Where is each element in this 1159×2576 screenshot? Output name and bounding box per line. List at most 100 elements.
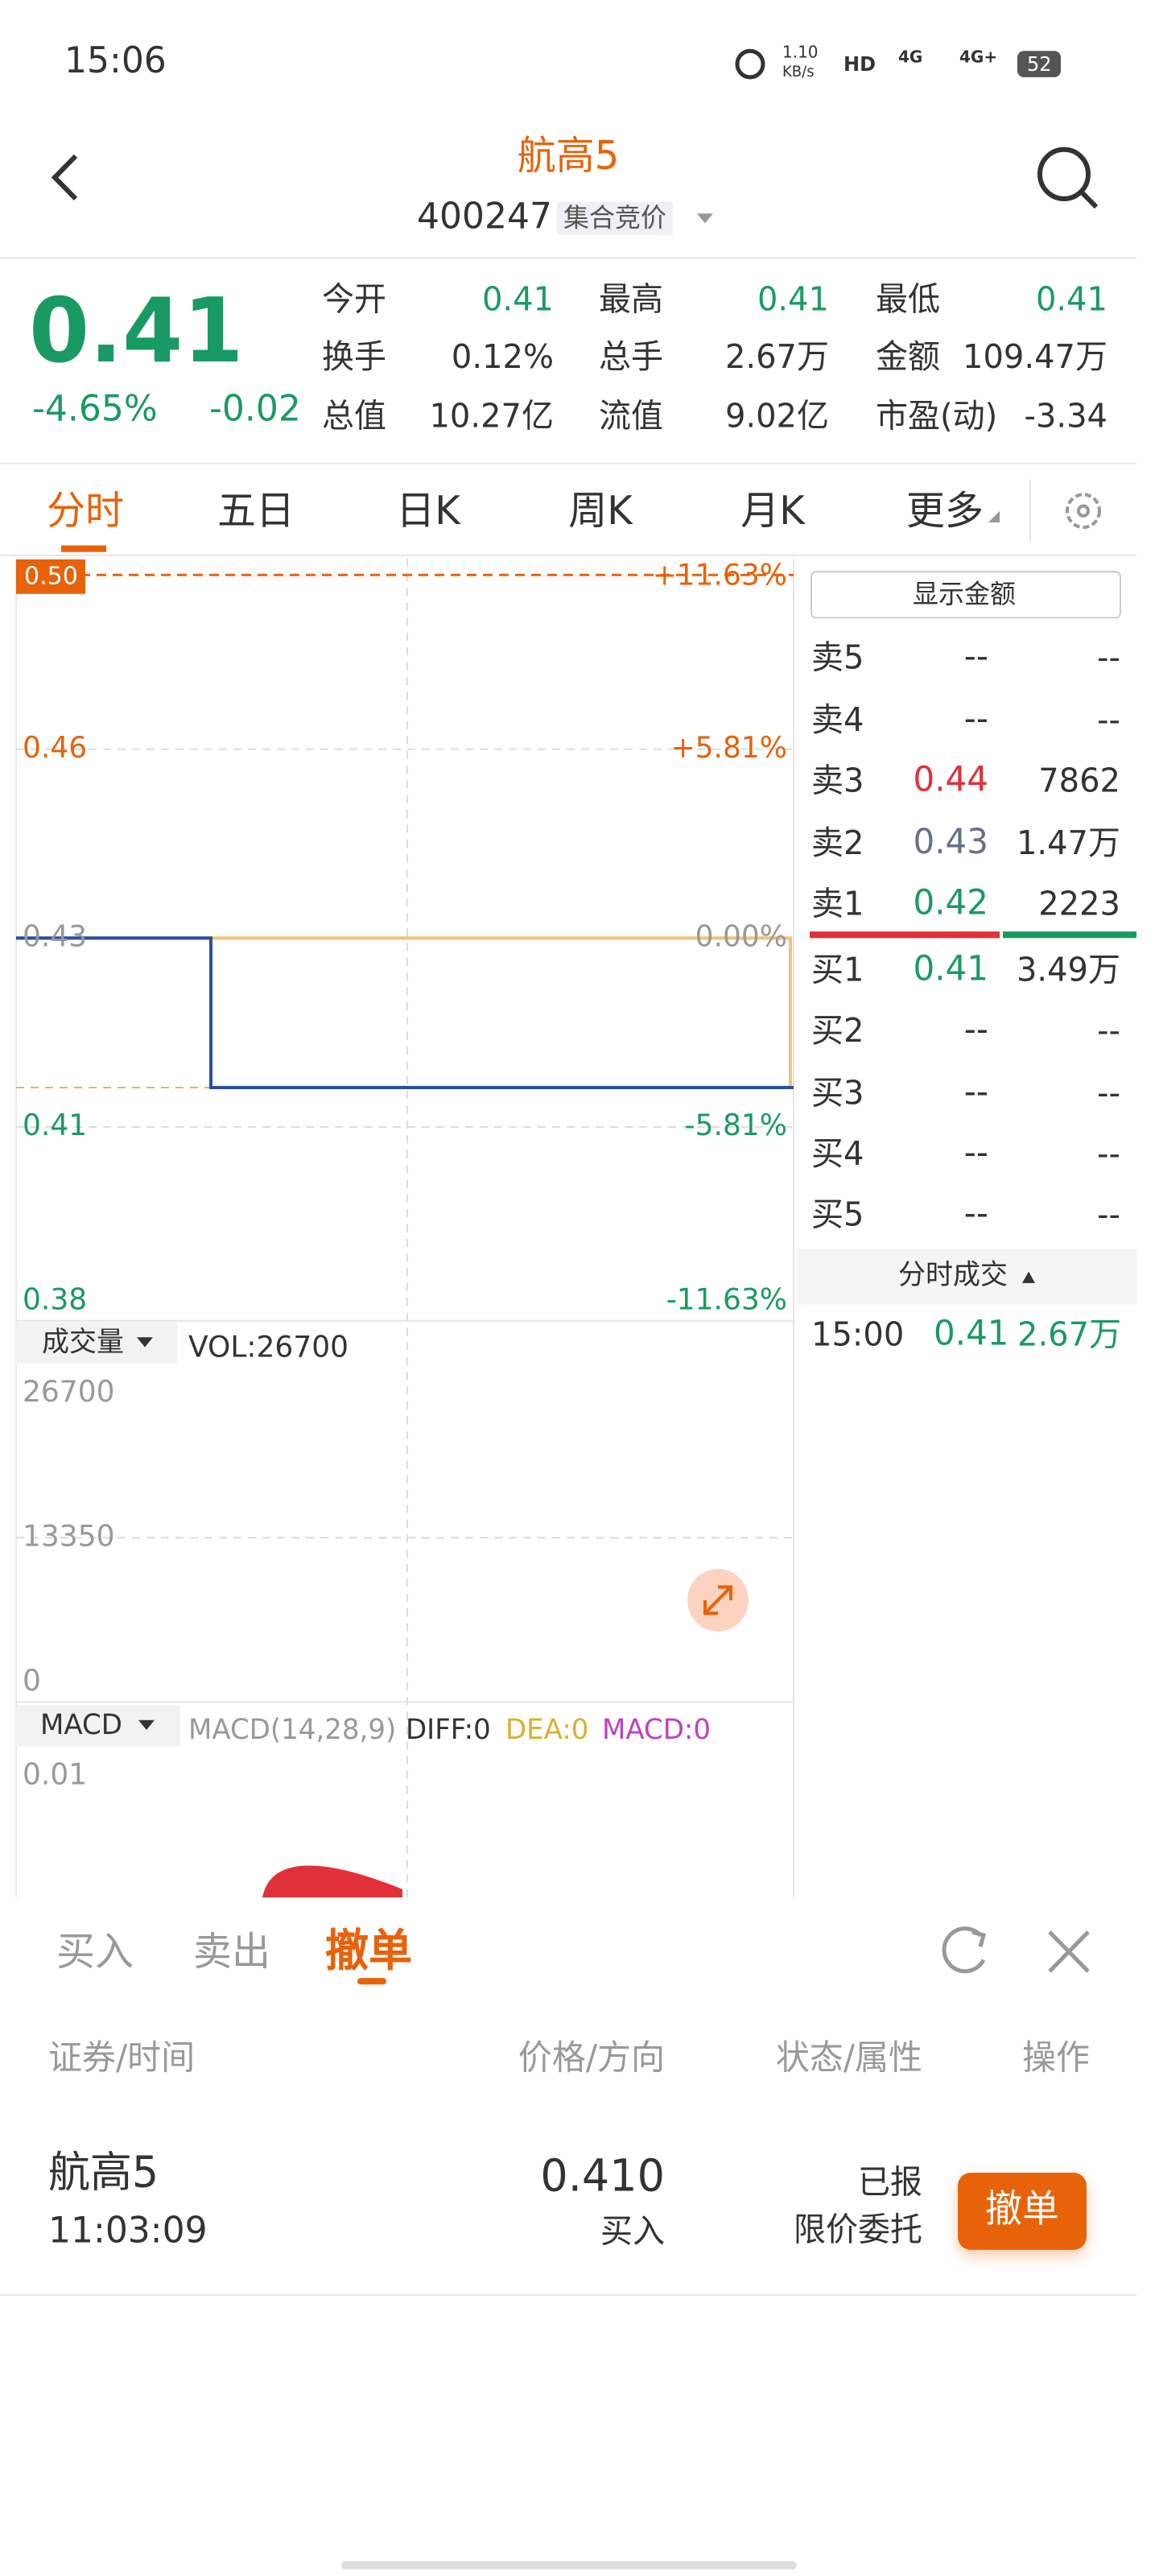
status-net: 4G+ — [959, 49, 998, 68]
text: 总手 — [599, 336, 663, 377]
text: +5.81% — [670, 731, 787, 766]
text: 最高 — [599, 279, 663, 319]
text: -11.63% — [666, 1282, 787, 1318]
text: 0.50 — [16, 559, 86, 594]
text: 0 — [23, 1664, 41, 1699]
text: 卖5 — [811, 637, 864, 677]
text: -- — [963, 1132, 988, 1172]
tab[interactable]: 五日 — [217, 488, 295, 535]
text: -- — [963, 698, 988, 738]
text: 买4 — [811, 1133, 864, 1173]
text: 买1 — [811, 949, 864, 989]
text: 0.41 — [23, 1108, 88, 1144]
back-icon[interactable] — [51, 154, 78, 201]
pct-change: -4.65% — [32, 389, 158, 431]
toggle-button[interactable] — [810, 571, 1121, 619]
text: 市盈(动) — [876, 395, 998, 436]
text: -- — [1097, 637, 1120, 677]
text: 0.42 — [913, 882, 988, 923]
text: 13350 — [23, 1519, 115, 1554]
text: 9.02亿 — [724, 395, 829, 436]
text: -- — [1097, 1010, 1120, 1051]
text: 操作 — [1022, 2037, 1090, 2078]
tab[interactable]: 更多 — [906, 488, 984, 535]
tab[interactable]: 月K — [740, 488, 805, 535]
text: 2.67万 — [1017, 1314, 1122, 1354]
stock-tag: 集合竞价 — [557, 202, 674, 235]
change: -0.02 — [209, 389, 301, 431]
text: 买5 — [811, 1195, 864, 1235]
text: 10.27亿 — [429, 395, 554, 436]
text: 流值 — [599, 395, 663, 436]
text: DIFF:0 — [406, 1714, 491, 1748]
text: 0.43 — [913, 821, 988, 861]
text: -- — [1097, 699, 1120, 739]
text: 3.49万 — [1016, 949, 1120, 989]
price: 0.41 — [29, 279, 244, 383]
status-speed-unit: KB/s — [782, 64, 815, 82]
status-net: 4G — [898, 49, 923, 68]
text: DEA:0 — [505, 1714, 589, 1748]
status-hd: HD — [843, 52, 876, 76]
text: 价格/方向 — [518, 2037, 665, 2078]
text: 最低 — [876, 279, 940, 319]
text: VOL:26700 — [188, 1331, 349, 1365]
text: +11.63% — [652, 558, 787, 593]
cancel-button[interactable]: 撤单 — [958, 2172, 1087, 2250]
tab[interactable]: 周K — [568, 488, 633, 535]
text: -- — [1097, 1133, 1120, 1173]
text: 7862 — [1038, 760, 1120, 800]
search-icon[interactable] — [1037, 147, 1091, 201]
text: 0.43 — [23, 919, 88, 955]
text: 卖1 — [811, 883, 864, 923]
text: 卖4 — [811, 699, 864, 739]
text: -- — [1097, 1195, 1120, 1235]
text: 证券/时间 — [48, 2037, 196, 2078]
text: 0.41 — [913, 948, 988, 989]
trade-tab[interactable]: 撤单 — [325, 1926, 412, 1978]
text: 2.67万 — [724, 336, 829, 377]
trade-tab[interactable]: 买入 — [56, 1928, 134, 1975]
text: 0.46 — [23, 731, 88, 766]
text: 0.41 — [1035, 279, 1107, 319]
text: 总值 — [322, 395, 386, 436]
trade-tab[interactable]: 卖出 — [193, 1928, 270, 1975]
text: 0.38 — [23, 1282, 88, 1318]
text: 买2 — [811, 1010, 864, 1051]
text: 换手 — [322, 336, 386, 377]
text: 1.47万 — [1016, 822, 1120, 862]
refresh-icon[interactable] — [942, 1926, 986, 1974]
close-icon[interactable] — [1048, 1930, 1090, 1973]
text: 2223 — [1038, 883, 1120, 923]
text: -- — [1097, 1071, 1120, 1112]
text: 限价委托 — [794, 2209, 922, 2249]
text: 0.12% — [451, 336, 554, 377]
text: 买3 — [811, 1071, 864, 1112]
text: 卖2 — [811, 822, 864, 862]
text: 15:00 — [811, 1314, 905, 1354]
text: 成交量 — [42, 1326, 124, 1360]
text: 0.00% — [695, 919, 787, 955]
status-speed: 1.10 — [782, 44, 819, 63]
tab[interactable]: 分时 — [47, 488, 124, 535]
status-battery: 52 — [1017, 51, 1062, 77]
text: 今开 — [322, 279, 386, 319]
text: -- — [963, 1009, 988, 1050]
text: 分时成交 — [898, 1259, 1008, 1293]
text: 11:03:09 — [48, 2211, 208, 2252]
text: 0.41 — [757, 279, 829, 319]
tab[interactable]: 日K — [396, 488, 460, 535]
text: 已报 — [858, 2161, 922, 2202]
text: 卖3 — [811, 760, 864, 800]
text: -- — [963, 1071, 988, 1111]
text: -- — [963, 636, 988, 676]
stock-name: 航高5 — [517, 133, 620, 180]
text: 买入 — [600, 2211, 665, 2251]
text: MACD(14,28,9) — [188, 1714, 397, 1748]
status-time: 15:06 — [64, 41, 167, 83]
text: 0.44 — [913, 759, 988, 799]
text: 26700 — [23, 1375, 115, 1410]
text: MACD — [40, 1709, 122, 1743]
text: -3.34 — [1024, 395, 1108, 436]
